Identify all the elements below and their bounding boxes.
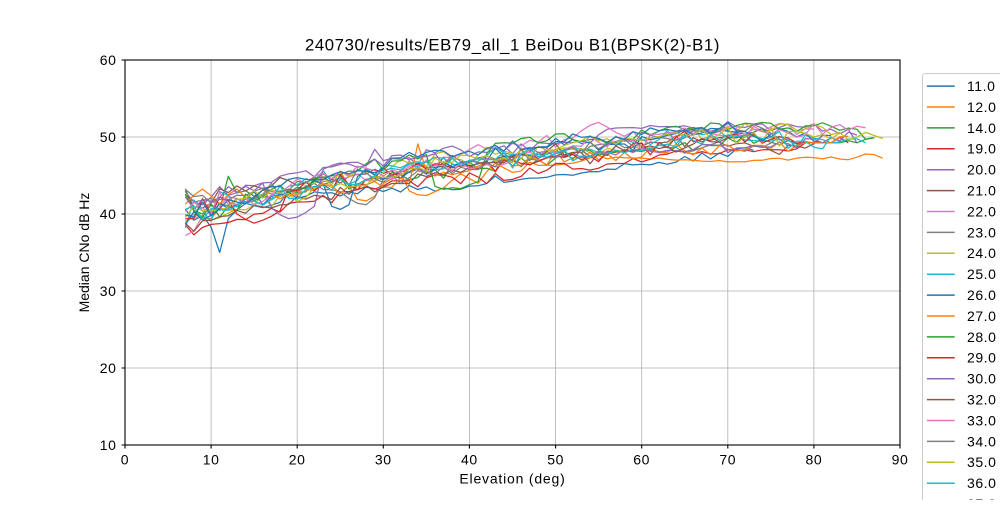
svg-text:36.0: 36.0 <box>967 475 996 491</box>
svg-text:28.0: 28.0 <box>967 329 996 345</box>
svg-text:90: 90 <box>892 451 909 467</box>
svg-text:34.0: 34.0 <box>967 433 996 449</box>
svg-text:23.0: 23.0 <box>967 224 996 240</box>
svg-text:20: 20 <box>289 451 306 467</box>
svg-text:22.0: 22.0 <box>967 203 996 219</box>
svg-text:24.0: 24.0 <box>967 245 996 261</box>
svg-text:10: 10 <box>203 451 220 467</box>
svg-text:240730/results/EB79_all_1 BeiD: 240730/results/EB79_all_1 BeiDou B1(BPSK… <box>305 36 720 55</box>
svg-text:30: 30 <box>375 451 392 467</box>
svg-text:Median CNo dB Hz: Median CNo dB Hz <box>76 193 92 313</box>
svg-text:0: 0 <box>121 451 129 467</box>
svg-text:10: 10 <box>100 437 117 453</box>
svg-text:70: 70 <box>719 451 736 467</box>
svg-text:32.0: 32.0 <box>967 392 996 408</box>
svg-text:29.0: 29.0 <box>967 350 996 366</box>
svg-text:40: 40 <box>100 206 117 222</box>
svg-text:35.0: 35.0 <box>967 454 996 470</box>
svg-text:60: 60 <box>633 451 650 467</box>
svg-text:30: 30 <box>100 283 117 299</box>
svg-text:26.0: 26.0 <box>967 287 996 303</box>
svg-text:37.0: 37.0 <box>967 496 996 500</box>
svg-text:60: 60 <box>100 52 117 68</box>
svg-text:11.0: 11.0 <box>967 78 995 94</box>
svg-text:19.0: 19.0 <box>967 141 996 157</box>
svg-text:21.0: 21.0 <box>967 183 996 199</box>
svg-text:20.0: 20.0 <box>967 162 996 178</box>
svg-text:80: 80 <box>806 451 823 467</box>
svg-text:27.0: 27.0 <box>967 308 996 324</box>
svg-text:20: 20 <box>100 360 117 376</box>
svg-text:40: 40 <box>461 451 478 467</box>
svg-text:50: 50 <box>547 451 564 467</box>
svg-text:12.0: 12.0 <box>967 99 996 115</box>
svg-text:14.0: 14.0 <box>967 120 996 136</box>
svg-text:33.0: 33.0 <box>967 412 996 428</box>
svg-text:Elevation (deg): Elevation (deg) <box>459 471 565 487</box>
svg-text:50: 50 <box>100 129 117 145</box>
svg-text:30.0: 30.0 <box>967 371 996 387</box>
svg-text:25.0: 25.0 <box>967 266 996 282</box>
